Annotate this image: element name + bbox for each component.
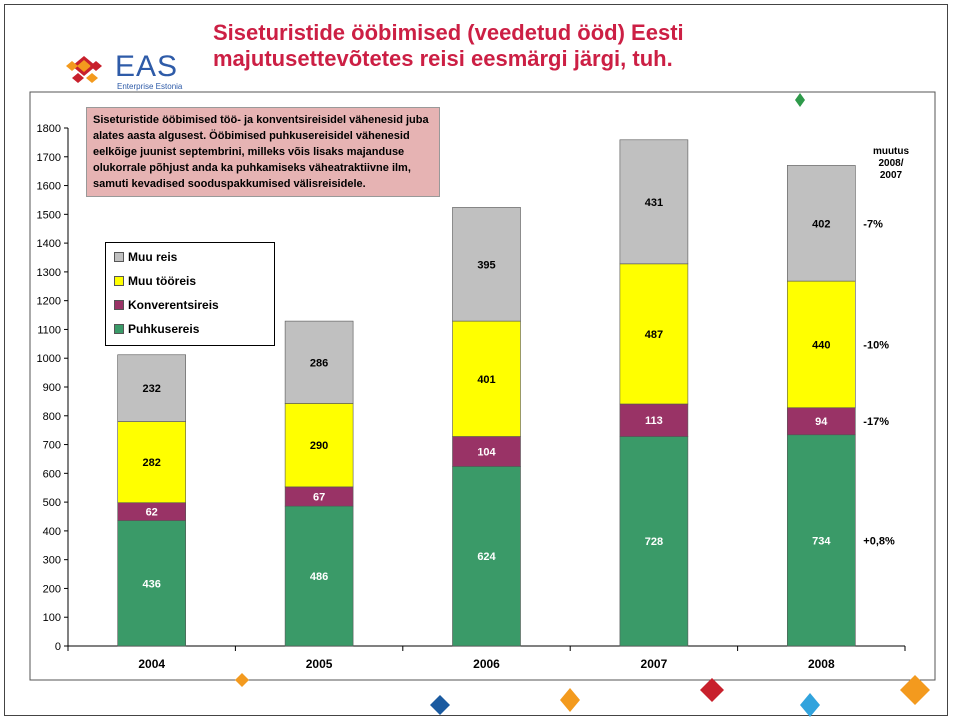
y-tick-label: 1700 [37, 152, 61, 164]
legend-item: Muu reis [114, 249, 177, 265]
legend-label: Puhkusereis [128, 322, 200, 336]
legend-swatch [114, 324, 124, 334]
chart-title: Siseturistide ööbimised (veedetud ööd) E… [213, 20, 684, 71]
data-label: 94 [815, 416, 828, 428]
data-label: 62 [146, 507, 158, 519]
data-label: 487 [645, 329, 663, 341]
legend-item: Muu tööreis [114, 273, 196, 289]
x-tick-label: 2008 [808, 657, 835, 671]
y-tick-label: 1000 [37, 353, 61, 365]
data-label: 67 [313, 491, 325, 503]
data-label: 436 [143, 578, 161, 590]
y-tick-label: 0 [55, 641, 61, 653]
data-label: 395 [477, 259, 495, 271]
bar-segment [786, 434, 856, 647]
legend-swatch [114, 300, 124, 310]
y-tick-label: 1200 [37, 296, 61, 308]
bar-segment [284, 320, 354, 404]
x-tick-label: 2004 [138, 657, 165, 671]
y-tick-label: 1300 [37, 267, 61, 279]
legend-swatch [114, 276, 124, 286]
bar-segment [786, 280, 856, 409]
y-tick-label: 100 [43, 612, 61, 624]
annotation: Siseturistide ööbimised töö- ja konvents… [86, 107, 440, 197]
logo-mark [66, 56, 102, 83]
change-header: muutus 2008/ 2007 [872, 146, 910, 181]
data-label: 286 [310, 357, 328, 369]
data-label: 282 [143, 457, 161, 469]
y-tick-label: 200 [43, 583, 61, 595]
bar-segment [284, 505, 354, 647]
y-tick-label: 800 [43, 411, 61, 423]
y-tick-label: 1100 [37, 324, 61, 336]
legend-label: Muu reis [128, 250, 178, 264]
data-label: 624 [477, 551, 496, 563]
change-label: +0,8% [863, 535, 895, 547]
change-label: -7% [863, 218, 883, 230]
bar-segment [117, 520, 186, 647]
data-label: 290 [310, 440, 328, 452]
bar-segment [117, 421, 186, 503]
logo-tagline: Enterprise Estonia [117, 82, 183, 91]
y-tick-label: 500 [43, 497, 61, 509]
data-label: 734 [812, 535, 831, 547]
data-label: 402 [812, 218, 830, 230]
x-tick-label: 2007 [641, 657, 668, 671]
y-tick-label: 1500 [37, 209, 61, 221]
y-tick-label: 1800 [37, 123, 61, 135]
bar-segment [619, 436, 689, 647]
logo-name: EAS [115, 50, 179, 83]
data-label: 440 [812, 339, 830, 351]
y-tick-label: 900 [43, 382, 61, 394]
bar-segment [452, 320, 521, 437]
data-label: 431 [645, 197, 663, 209]
y-tick-label: 700 [43, 440, 61, 452]
y-tick-label: 600 [43, 468, 61, 480]
slide [4, 4, 948, 716]
bar-segment [117, 354, 186, 422]
legend-item: Puhkusereis [114, 321, 199, 337]
legend-label: Muu tööreis [128, 274, 196, 288]
bar-segment [452, 207, 521, 322]
bar-segment [786, 407, 856, 436]
x-tick-label: 2005 [306, 657, 333, 671]
decoration [235, 93, 930, 717]
legend-label: Konverentsireis [128, 298, 219, 312]
x-tick-label: 2006 [473, 657, 500, 671]
y-tick-label: 300 [43, 555, 61, 567]
data-label: 728 [645, 536, 663, 548]
change-label: -17% [863, 416, 889, 428]
legend-item: Konverentsireis [114, 297, 219, 313]
y-tick-label: 1600 [37, 181, 61, 193]
bar-segment [786, 165, 856, 282]
legend-swatch [114, 252, 124, 262]
bar-segment [284, 403, 354, 488]
y-tick-label: 1400 [37, 238, 61, 250]
data-label: 104 [477, 446, 496, 458]
legend: Muu reis Muu tööreis Konverentsireis Puhkus… [105, 242, 275, 346]
data-label: 401 [477, 374, 495, 386]
bar-segment [452, 466, 521, 647]
data-label: 113 [645, 415, 663, 427]
data-label: 232 [143, 383, 161, 395]
bar-segment [452, 436, 521, 467]
y-tick-label: 400 [43, 526, 61, 538]
bar-segment [619, 403, 689, 437]
change-label: -10% [863, 339, 889, 351]
bar-segment [619, 139, 689, 265]
data-label: 486 [310, 571, 328, 583]
bar-segment [619, 263, 689, 405]
